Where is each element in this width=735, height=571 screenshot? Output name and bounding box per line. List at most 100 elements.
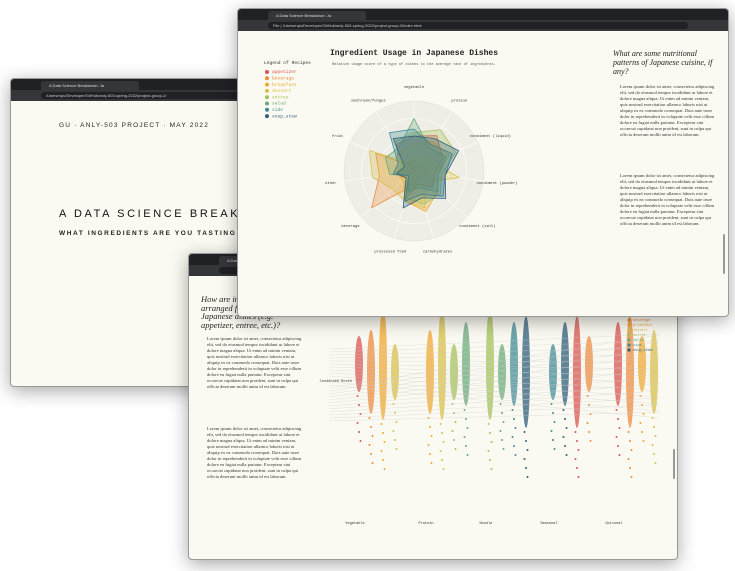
link-line: [328, 376, 660, 407]
dot: [641, 431, 643, 433]
dot: [588, 431, 590, 433]
legend-swatch: [627, 338, 631, 342]
dot: [368, 417, 371, 419]
dot: [565, 454, 568, 456]
dot: [501, 439, 503, 441]
dot: [630, 476, 633, 478]
tab[interactable]: A Data Science Breakdown: Ja: [41, 81, 139, 90]
legend-swatch: [627, 333, 631, 337]
axis-label: vegetable: [404, 85, 425, 90]
dot: [618, 427, 621, 429]
radar-spoke: [360, 170, 415, 218]
dot: [463, 409, 466, 411]
dot: [562, 436, 565, 438]
dot-cluster: [585, 336, 593, 392]
dot: [487, 450, 490, 452]
tab[interactable]: A Data Science Breakdown: Ja: [268, 11, 366, 20]
link-line: [328, 354, 660, 359]
chart-subtitle: Relative usage score of a type of dishes…: [332, 62, 496, 67]
dot: [430, 462, 433, 464]
dot: [617, 445, 619, 447]
url-bar[interactable]: File | /Users/rqiu/Developer/GitHub/anly…: [268, 22, 688, 29]
question: How are in arranged fo Japanese dishes (e.…: [201, 295, 321, 329]
scrollbar[interactable]: [723, 234, 725, 274]
dot-cluster: [650, 330, 658, 414]
legend-label: beverage: [633, 318, 650, 323]
dot-cluster: [614, 322, 622, 406]
dot: [553, 448, 556, 450]
legend-swatch: [265, 82, 269, 87]
dot: [552, 439, 554, 441]
dot: [653, 453, 655, 455]
url-bar[interactable]: /Users/rqiu/Developer/GitHub/anly-503-sp…: [41, 92, 391, 99]
dot: [427, 417, 430, 419]
axis-label: beverage: [341, 224, 360, 229]
question-line: appetizer, entree, etc.)?: [201, 319, 281, 330]
dot: [454, 448, 457, 450]
legend-swatch: [627, 328, 631, 332]
dot: [442, 441, 445, 443]
dot: [490, 468, 493, 470]
dot: [441, 459, 443, 461]
dot: [523, 458, 526, 460]
axis-label: carbohydrates: [423, 250, 453, 255]
dot: [577, 449, 580, 451]
dot: [502, 421, 505, 423]
dot: [615, 436, 618, 438]
x-label: Noodle: [480, 521, 493, 526]
dot: [501, 412, 503, 414]
dot: [451, 430, 454, 432]
dot: [511, 409, 514, 411]
radar-chart: Ingredient Usage in Japanese Dishes Rela…: [264, 49, 518, 255]
radar-area: [392, 135, 460, 209]
dot: [368, 444, 371, 446]
link-line: [328, 390, 660, 413]
link-line: [328, 347, 660, 356]
legend-label: dessert: [272, 88, 292, 94]
radar-area: [384, 117, 447, 193]
dot-cluster: [391, 344, 399, 400]
dot-cluster: [379, 308, 387, 420]
radar-area: [371, 152, 429, 209]
dot: [564, 418, 566, 420]
dot: [371, 462, 374, 464]
legend-swatch: [265, 107, 269, 112]
dot: [586, 395, 589, 397]
radar-spoke: [393, 170, 415, 239]
link-line: [328, 341, 660, 392]
paragraph: Lorem ipsum dolor sit amet, consectetur …: [207, 336, 302, 389]
dot: [588, 404, 590, 406]
dot: [565, 427, 568, 429]
legend-label: dessert: [633, 328, 648, 333]
dot: [576, 440, 578, 442]
scrollbar: [673, 449, 675, 479]
axis-label: condiment (liquid): [470, 134, 511, 139]
legend-label: side: [272, 107, 283, 113]
dot: [562, 409, 565, 411]
dot: [589, 440, 592, 442]
legend-label: breakfast: [633, 323, 652, 328]
dot: [651, 444, 654, 446]
dot: [427, 444, 430, 446]
dot: [439, 450, 442, 452]
dot-cluster: [561, 322, 569, 406]
dot: [513, 445, 515, 447]
radar-area: [368, 150, 461, 209]
dot: [513, 418, 515, 420]
dot: [383, 441, 386, 443]
dot: [439, 423, 442, 425]
legend-label: salad: [272, 101, 286, 107]
dot: [514, 427, 517, 429]
legend-swatch: [265, 95, 269, 100]
legend-label: beverage: [272, 76, 294, 82]
dot: [553, 421, 556, 423]
axis-label: mushroom/fungus: [351, 98, 385, 103]
dot: [380, 423, 383, 425]
dot: [382, 432, 384, 434]
dot: [463, 436, 466, 438]
dot: [586, 422, 589, 424]
link-line: [328, 411, 660, 422]
dot: [394, 439, 396, 441]
legend-label: soup_stew: [272, 113, 297, 119]
legend-label: entree: [633, 333, 646, 338]
